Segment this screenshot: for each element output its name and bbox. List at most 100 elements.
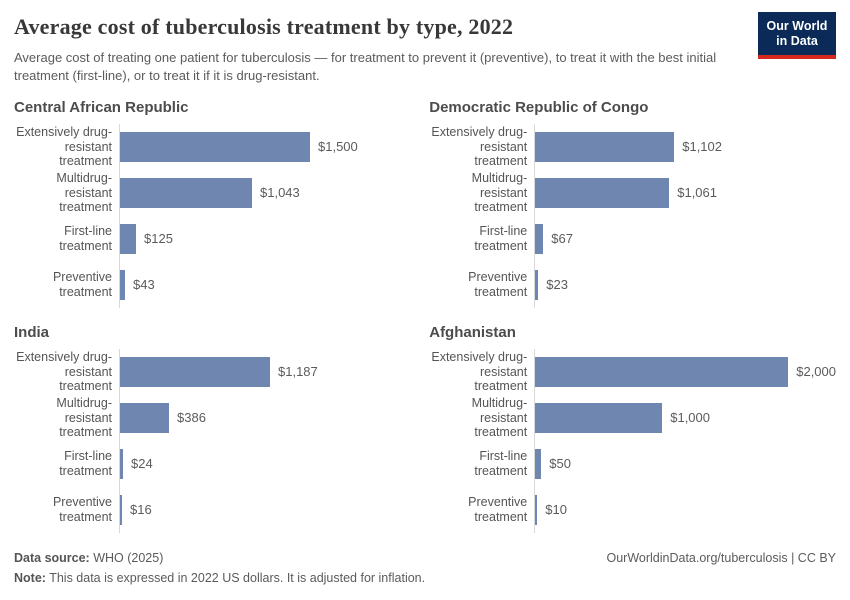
bar-row: $2,000	[535, 349, 836, 395]
chart-footer: Data source: WHO (2025) OurWorldinData.o…	[14, 549, 836, 588]
bar-row: $1,000	[535, 395, 836, 441]
bar-value-label: $50	[549, 456, 571, 472]
footer-credit-link[interactable]: OurWorldinData.org/tuberculosis | CC BY	[606, 551, 837, 566]
category-label: Multidrug-resistant treatment	[471, 395, 528, 440]
category-label: Extensively drug-resistant treatment	[16, 349, 112, 394]
category-label: Preventive treatment	[52, 495, 112, 524]
panel-body: Extensively drug-resistant treatment Mult…	[14, 348, 417, 533]
bar-value-label: $23	[546, 277, 568, 293]
bar[interactable]	[535, 356, 789, 387]
bar-value-label: $1,043	[260, 185, 300, 201]
bar-row: $1,187	[120, 349, 417, 395]
data-source-label: Data source:	[14, 551, 90, 566]
bar[interactable]	[535, 223, 544, 254]
bar[interactable]	[120, 223, 136, 254]
bar-row: $1,043	[120, 170, 417, 216]
bars-plot-area: $1,187 $386 $24 $16	[119, 348, 417, 533]
category-label: First-line treatment	[59, 224, 112, 253]
panel-title: Democratic Republic of Congo	[429, 98, 649, 116]
bar[interactable]	[535, 494, 538, 525]
panel-body: Extensively drug-resistant treatment Mult…	[429, 123, 836, 308]
bar-value-label: $24	[131, 456, 153, 472]
bar-row: $67	[535, 216, 836, 262]
category-label: Multidrug-resistant treatment	[471, 170, 528, 215]
panel-body: Extensively drug-resistant treatment Mult…	[429, 348, 836, 533]
bar[interactable]	[535, 131, 675, 162]
bar[interactable]	[120, 402, 169, 433]
bar-value-label: $1,102	[682, 139, 722, 155]
chart-panel: Afghanistan Extensively drug-resistant tr…	[429, 324, 836, 533]
panel-body: Extensively drug-resistant treatment Mult…	[14, 123, 417, 308]
note-value: This data is expressed in 2022 US dollar…	[45, 570, 426, 585]
panel-title: Afghanistan	[429, 323, 516, 341]
category-label: Preventive treatment	[468, 495, 528, 524]
bar[interactable]	[120, 494, 122, 525]
bar-row: $24	[120, 441, 417, 487]
bar-row: $125	[120, 216, 417, 262]
bar[interactable]	[120, 448, 123, 479]
bar-row: $386	[120, 395, 417, 441]
bar-value-label: $1,187	[278, 364, 318, 380]
bar-value-label: $16	[130, 502, 152, 518]
category-label: Extensively drug-resistant treatment	[431, 349, 528, 394]
bar-value-label: $43	[133, 277, 155, 293]
category-label: Multidrug-resistant treatment	[56, 170, 112, 215]
category-label: Extensively drug-resistant treatment	[431, 124, 528, 169]
data-source-value: WHO (2025)	[89, 551, 164, 566]
data-source: Data source: WHO (2025)	[14, 549, 163, 568]
bar[interactable]	[535, 448, 542, 479]
bar-value-label: $1,061	[677, 185, 717, 201]
bar[interactable]	[535, 269, 539, 300]
bar[interactable]	[535, 177, 670, 208]
bar-row: $1,061	[535, 170, 836, 216]
charts-grid: Central African Republic Extensively drug…	[14, 99, 836, 533]
bar-row: $23	[535, 262, 836, 308]
chart-panel: Central African Republic Extensively drug…	[14, 99, 417, 308]
owid-logo-line2: in Data	[776, 34, 818, 48]
category-label: Multidrug-resistant treatment	[56, 395, 112, 440]
bars-plot-area: $2,000 $1,000 $50 $10	[534, 348, 836, 533]
owid-logo-line1: Our World	[766, 19, 828, 33]
bar[interactable]	[120, 177, 252, 208]
category-label: Preventive treatment	[52, 270, 112, 299]
bar-value-label: $2,000	[796, 364, 836, 380]
note-label: Note:	[14, 570, 46, 585]
bar-value-label: $386	[177, 410, 206, 426]
panel-title: India	[14, 323, 50, 341]
category-label: First-line treatment	[474, 224, 528, 253]
bar-value-label: $125	[144, 231, 173, 247]
bar-value-label: $1,000	[670, 410, 710, 426]
bar-row: $1,102	[535, 124, 836, 170]
category-label: Preventive treatment	[468, 270, 528, 299]
category-label: Extensively drug-resistant treatment	[16, 124, 112, 169]
bar-value-label: $10	[545, 502, 567, 518]
owid-logo: Our World in Data	[758, 12, 836, 59]
bar-row: $16	[120, 487, 417, 533]
bar-row: $50	[535, 441, 836, 487]
bar-value-label: $67	[551, 231, 573, 247]
bar[interactable]	[120, 269, 125, 300]
bars-plot-area: $1,102 $1,061 $67 $23	[534, 123, 836, 308]
footer-note: Note: This data is expressed in 2022 US …	[14, 569, 836, 588]
category-labels-column: Extensively drug-resistant treatment Mult…	[14, 349, 119, 533]
bar-value-label: $1,500	[318, 139, 358, 155]
panel-title: Central African Republic	[14, 98, 189, 116]
bar-row: $1,500	[120, 124, 417, 170]
category-label: First-line treatment	[474, 449, 528, 478]
bar[interactable]	[120, 131, 310, 162]
chart-subtitle: Average cost of treating one patient for…	[14, 50, 717, 83]
chart-panel: India Extensively drug-resistant treatmen…	[14, 324, 417, 533]
category-label: First-line treatment	[59, 449, 112, 478]
bar-row: $43	[120, 262, 417, 308]
chart-header: Average cost of tuberculosis treatment b…	[14, 12, 836, 93]
category-labels-column: Extensively drug-resistant treatment Mult…	[429, 124, 534, 308]
category-labels-column: Extensively drug-resistant treatment Mult…	[14, 124, 119, 308]
bars-plot-area: $1,500 $1,043 $125 $43	[119, 123, 417, 308]
bar[interactable]	[120, 356, 270, 387]
category-labels-column: Extensively drug-resistant treatment Mult…	[429, 349, 534, 533]
bar-row: $10	[535, 487, 836, 533]
chart-panel: Democratic Republic of Congo Extensively …	[429, 99, 836, 308]
bar[interactable]	[535, 402, 663, 433]
footer-source-row: Data source: WHO (2025) OurWorldinData.o…	[14, 549, 836, 568]
